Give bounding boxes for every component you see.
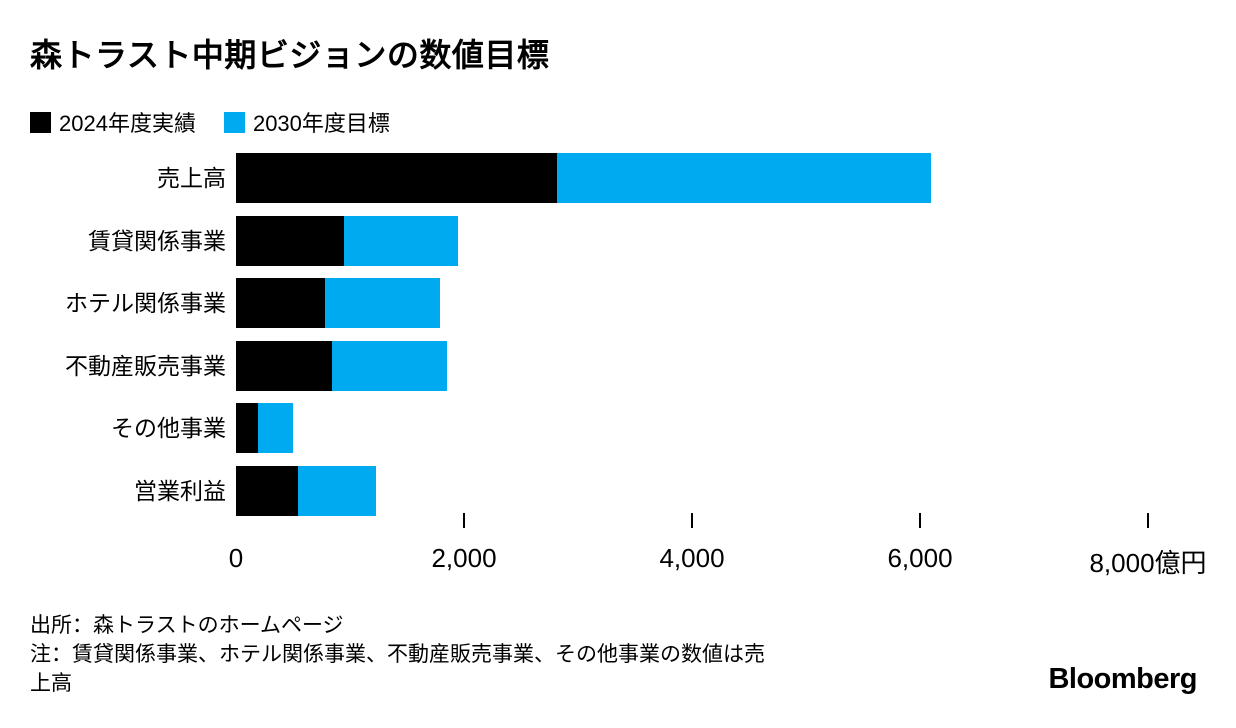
axis-tick: [691, 513, 693, 528]
bar-track: [236, 215, 459, 266]
category-label: 売上高: [157, 165, 226, 191]
bar-segment-actual: [236, 403, 258, 454]
bar-row-uriagedaka: 売上高: [0, 153, 1236, 203]
category-label: 賃貸関係事業: [88, 227, 226, 254]
category-label: ホテル関係事業: [65, 290, 226, 317]
legend-swatch-target-icon: [223, 111, 245, 133]
category-label: 営業利益: [134, 478, 226, 504]
legend-label-target: 2030年度目標: [252, 111, 390, 136]
axis-tick: [919, 513, 921, 528]
bar-segment-actual: [236, 340, 333, 391]
axis-tick: [463, 513, 465, 528]
axis-tick: [1147, 513, 1149, 528]
bar-segment-target: [325, 278, 441, 329]
axis-tick-label: 8,000億円: [1089, 548, 1207, 578]
chart-title: 森トラスト中期ビジョンの数値目標: [30, 37, 550, 73]
bar-segment-actual: [236, 215, 345, 266]
legend-swatch-actual-icon: [30, 111, 51, 133]
legend-item-target: 2030年度目標: [223, 106, 390, 138]
bar-row-hotel: ホテル関係事業: [0, 278, 1236, 329]
axis-tick-label: 4,000: [659, 543, 725, 573]
axis-tick-label: 2,000: [431, 543, 497, 573]
bar-track: [236, 278, 441, 329]
bar-row-fudosan: 不動産販売事業: [0, 340, 1236, 391]
bar-track: [236, 466, 377, 516]
bar-segment-actual: [236, 278, 326, 329]
bar-row-chintai: 賃貸関係事業: [0, 215, 1236, 266]
bar-track: [236, 153, 932, 203]
bar-segment-target: [257, 403, 293, 454]
bar-segment-target: [297, 466, 377, 516]
bar-segment-target: [557, 153, 932, 203]
category-label: 不動産販売事業: [65, 352, 226, 379]
bloomberg-logo: Bloomberg: [1048, 663, 1197, 695]
source-text: 出所：森トラストのホームページ: [30, 614, 344, 637]
legend-label-actual: 2024年度実績: [59, 111, 196, 136]
bar-track: [236, 340, 447, 391]
chart-footer: 出所：森トラストのホームページ 注：賃貸関係事業、ホテル関係事業、不動産販売事業…: [30, 611, 765, 698]
bar-row-eigyorieki: 営業利益: [0, 466, 1236, 516]
axis-tick-label: 6,000: [887, 543, 953, 573]
category-label: その他事業: [111, 415, 226, 442]
bar-track: [236, 403, 293, 454]
bar-segment-actual: [236, 466, 298, 516]
bar-segment-actual: [236, 153, 558, 203]
note-text-line1: 注：賃貸関係事業、ホテル関係事業、不動産販売事業、その他事業の数値は売: [30, 643, 765, 666]
bar-row-sonota: その他事業: [0, 403, 1236, 454]
axis-tick-label: 0: [228, 543, 244, 573]
bar-segment-target: [344, 215, 459, 266]
bar-segment-target: [332, 340, 447, 391]
note-text-line2: 上高: [30, 672, 72, 695]
legend-item-actual: 2024年度実績: [30, 106, 196, 138]
legend: 2024年度実績 2030年度目標: [30, 106, 390, 138]
